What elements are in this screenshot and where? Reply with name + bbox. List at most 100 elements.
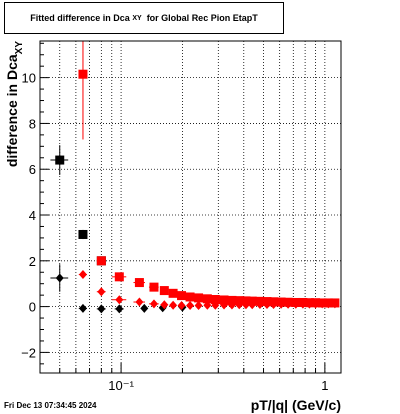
square-marker — [159, 286, 169, 296]
x-tick-label: 1 — [321, 378, 328, 393]
data-point — [148, 299, 159, 309]
diamond-marker — [186, 300, 195, 310]
diamond-marker — [262, 300, 271, 310]
square-marker — [168, 288, 178, 298]
data-point — [168, 288, 178, 298]
timestamp: Fri Dec 13 07:34:45 2024 — [4, 401, 97, 410]
data-point — [78, 270, 87, 280]
data-point — [78, 229, 88, 240]
y-tick-label: 10 — [22, 71, 36, 86]
diamond-marker — [298, 299, 307, 309]
diamond-marker — [235, 300, 244, 310]
data-point — [50, 264, 69, 292]
diamond-marker — [115, 304, 124, 314]
square-marker — [78, 69, 88, 79]
data-point — [186, 300, 195, 310]
data-point — [133, 278, 145, 288]
diamond-marker — [169, 300, 178, 310]
square-marker — [55, 155, 65, 165]
diamond-marker — [277, 299, 286, 309]
square-marker — [96, 256, 106, 266]
axis-layer: 10⁻¹ 1 −2 0 2 4 6 8 10 — [21, 42, 328, 393]
diamond-marker — [194, 300, 203, 310]
data-point — [160, 300, 169, 310]
data-point — [96, 287, 106, 297]
data-point — [330, 299, 339, 309]
diamond-marker — [284, 299, 293, 309]
data-point — [96, 256, 106, 266]
square-marker — [149, 282, 159, 292]
square-marker — [185, 292, 195, 302]
data-point — [133, 297, 145, 307]
plot-frame — [39, 40, 342, 374]
grid-layer — [39, 41, 341, 373]
diamond-marker — [227, 300, 236, 310]
data-point — [220, 300, 229, 310]
diamond-marker — [78, 270, 87, 280]
data-point — [211, 300, 220, 310]
square-marker — [78, 229, 88, 239]
data-point — [291, 299, 300, 309]
data-point — [311, 299, 320, 309]
data-point — [96, 304, 106, 314]
data-point — [255, 300, 264, 310]
data-point — [185, 292, 195, 302]
diamond-marker — [97, 304, 106, 314]
data-point — [241, 300, 250, 310]
square-marker — [177, 291, 187, 301]
data-point — [159, 286, 169, 296]
square-marker — [114, 272, 124, 282]
square-marker — [227, 295, 237, 305]
diamond-marker — [140, 303, 149, 313]
square-marker — [202, 294, 212, 304]
chart-title-main: Fitted difference in Dca — [30, 13, 130, 23]
diamond-marker — [55, 273, 64, 283]
diamond-marker — [291, 299, 300, 309]
y-tick-label: 6 — [29, 162, 36, 177]
data-point — [194, 300, 203, 310]
y-tick-label: 0 — [29, 300, 36, 315]
marks-layer — [50, 41, 340, 314]
y-tick-label: −2 — [21, 345, 36, 360]
y-tick-label: 4 — [29, 208, 36, 223]
y-axis-label-main: difference in Dca — [4, 54, 20, 167]
square-marker — [194, 293, 204, 303]
data-point — [78, 41, 88, 140]
chart-title-subscript: XY — [132, 14, 142, 22]
data-point — [262, 300, 271, 310]
diamond-marker — [203, 300, 212, 310]
y-axis-label-subscript: XY — [14, 41, 25, 55]
data-point — [284, 299, 293, 309]
diamond-marker — [115, 295, 124, 305]
y-axis-label: difference in DcaXY — [4, 41, 25, 167]
chart-title: Fitted difference in Dca XY for Global R… — [5, 3, 283, 33]
square-marker — [134, 278, 144, 288]
data-point — [203, 300, 212, 310]
diamond-marker — [211, 300, 220, 310]
data-point — [298, 299, 307, 309]
data-point — [169, 300, 178, 310]
diamond-marker — [255, 300, 264, 310]
y-tick-label: 2 — [29, 254, 36, 269]
data-point — [210, 295, 220, 305]
data-point — [219, 295, 229, 305]
data-point — [140, 303, 149, 313]
diamond-marker — [269, 300, 278, 310]
chart-title-rest: for Global Rec Pion EtapT — [146, 13, 258, 23]
data-point — [305, 299, 314, 309]
data-point — [177, 291, 187, 301]
series-2 — [78, 41, 340, 308]
diamond-marker — [177, 300, 186, 310]
diamond-marker — [220, 300, 229, 310]
data-point — [318, 299, 327, 309]
diamond-marker — [248, 300, 257, 310]
data-point — [235, 300, 244, 310]
series-3 — [78, 270, 339, 310]
data-point — [111, 272, 127, 282]
diamond-marker — [78, 303, 87, 313]
data-point — [194, 293, 204, 303]
data-point — [277, 299, 286, 309]
square-marker — [219, 295, 229, 305]
data-point — [111, 295, 127, 305]
